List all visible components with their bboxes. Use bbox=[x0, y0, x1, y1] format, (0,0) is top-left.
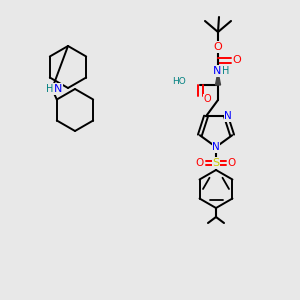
Text: HO: HO bbox=[172, 77, 186, 86]
Text: O: O bbox=[228, 158, 236, 168]
Text: O: O bbox=[232, 55, 242, 65]
Text: O: O bbox=[214, 42, 222, 52]
Text: N: N bbox=[224, 111, 232, 121]
Text: O: O bbox=[196, 158, 204, 168]
Text: H: H bbox=[46, 84, 54, 94]
Text: S: S bbox=[212, 158, 220, 168]
Text: O: O bbox=[203, 94, 211, 104]
Text: N: N bbox=[212, 142, 220, 152]
Text: N: N bbox=[213, 66, 221, 76]
Text: N: N bbox=[54, 84, 62, 94]
Polygon shape bbox=[215, 72, 220, 85]
Text: H: H bbox=[222, 66, 230, 76]
